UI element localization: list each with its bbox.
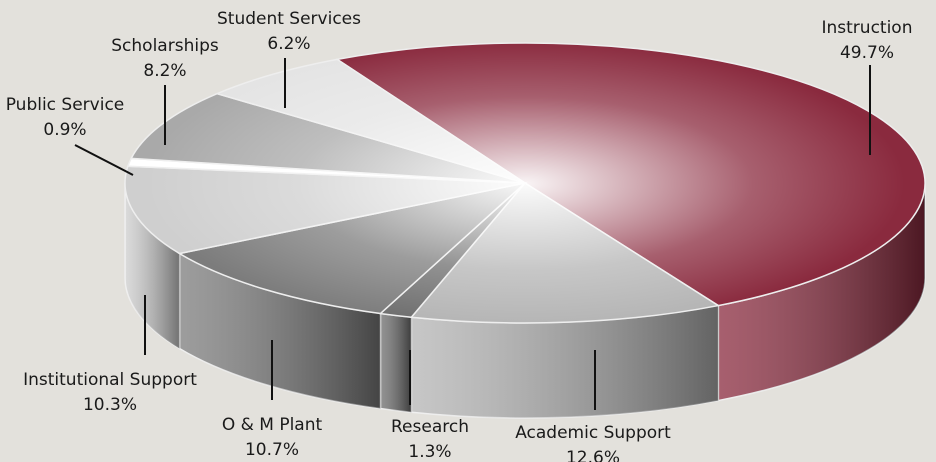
slice-value-label: 1.3% [408, 442, 451, 462]
slice-value-label: 10.3% [83, 395, 137, 415]
side-shade [411, 305, 719, 418]
slice-label: Scholarships [111, 36, 219, 56]
slice-value-label: 49.7% [840, 43, 894, 63]
slice-value-label: 0.9% [43, 120, 86, 140]
slice-label: O & M Plant [222, 415, 323, 435]
slice-label: Public Service [6, 95, 125, 115]
leader-line [74, 144, 134, 176]
slice-label: Institutional Support [23, 370, 197, 390]
slice-label: Instruction [822, 18, 913, 38]
slice-value-label: 6.2% [267, 34, 310, 54]
slice-value-label: 10.7% [245, 440, 299, 460]
slice-value-label: 12.6% [566, 448, 620, 462]
slice-label: Student Services [217, 9, 361, 29]
slice-label: Research [391, 417, 469, 437]
slice-label: Academic Support [515, 423, 671, 443]
slice-value-label: 8.2% [143, 61, 186, 81]
side-shade [380, 313, 412, 413]
